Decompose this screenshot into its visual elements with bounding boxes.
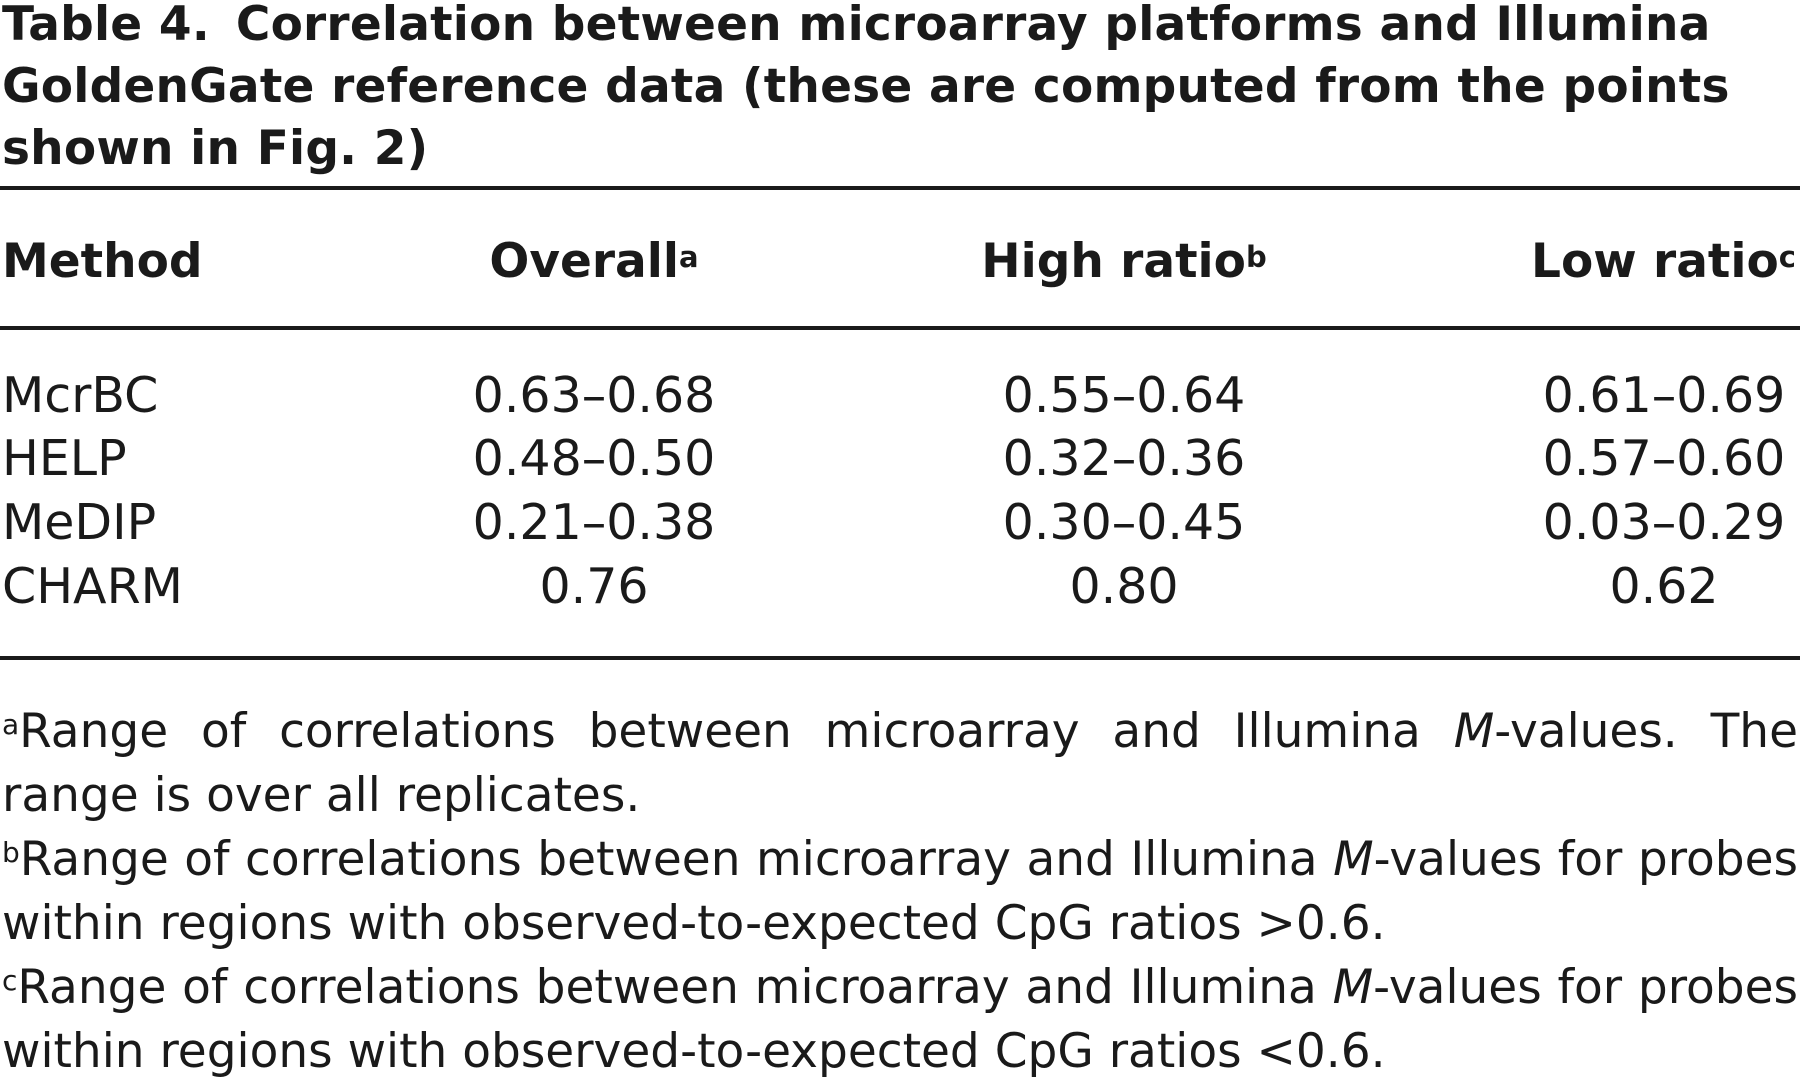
- row-2-overall: 0.21–0.38: [472, 494, 716, 551]
- table-title: Correlation between microarray platforms…: [2, 0, 1730, 176]
- footnote-c: cRange of correlations between microarra…: [2, 956, 1798, 1084]
- row-2-method: MeDIP: [2, 494, 157, 551]
- footnote-b-text-end: -values for probes within regions with o…: [2, 832, 1798, 951]
- row-2-high-ratio: 0.30–0.45: [1002, 494, 1246, 551]
- footnote-a: aRange of correlations between microarra…: [2, 700, 1798, 828]
- row-1-overall: 0.48–0.50: [472, 430, 716, 487]
- row-0-high-ratio: 0.55–0.64: [1002, 367, 1246, 424]
- table-footnotes: aRange of correlations between microarra…: [2, 700, 1798, 1084]
- row-1-low-ratio: 0.57–0.60: [1542, 430, 1786, 487]
- footnote-c-text-start: Range of correlations between microarray…: [17, 960, 1333, 1015]
- footnote-a-italic: M: [1453, 704, 1495, 759]
- footnote-a-mark: a: [2, 708, 20, 742]
- header-low-ratio-label: Low ratio: [1531, 234, 1779, 289]
- row-1-method: HELP: [2, 430, 127, 487]
- header-high-ratio: High ratiob: [924, 230, 1324, 294]
- row-0-method: McrBC: [2, 367, 159, 424]
- row-1-high-ratio: 0.32–0.36: [1002, 430, 1246, 487]
- header-overall-label: Overall: [489, 234, 679, 289]
- row-0-low-ratio: 0.61–0.69: [1542, 367, 1786, 424]
- footnote-a-text-start: Range of correlations between microarray…: [19, 704, 1454, 759]
- row-0-overall: 0.63–0.68: [472, 367, 716, 424]
- header-low-ratio-footnote-mark: c: [1778, 239, 1796, 274]
- footnote-b-mark: b: [2, 836, 20, 870]
- footnote-c-mark: c: [2, 964, 18, 998]
- footnote-c-text-end: -values for probes within regions with o…: [2, 960, 1798, 1079]
- top-rule: [0, 186, 1800, 190]
- footnote-a-text-end: -values. The range is over all replicate…: [2, 704, 1798, 823]
- header-method-label: Method: [2, 234, 203, 289]
- row-3-method: CHARM: [2, 558, 183, 615]
- footnote-b-text-start: Range of correlations between microarray…: [19, 832, 1334, 887]
- header-high-ratio-label: High ratio: [981, 234, 1246, 289]
- header-overall: Overalla: [394, 230, 794, 294]
- footnote-b-italic: M: [1333, 832, 1374, 887]
- table-caption: Table 4. Correlation between microarray p…: [2, 0, 1792, 180]
- table-label: Table 4.: [2, 0, 210, 52]
- footnote-c-italic: M: [1332, 960, 1374, 1015]
- header-rule: [0, 326, 1800, 330]
- row-3-low-ratio: 0.62: [1609, 558, 1719, 615]
- header-overall-footnote-mark: a: [679, 239, 699, 274]
- row-2-low-ratio: 0.03–0.29: [1542, 494, 1786, 551]
- header-low-ratio: Low ratioc: [1531, 230, 1796, 294]
- row-3-high-ratio: 0.80: [1069, 558, 1179, 615]
- header-high-ratio-footnote-mark: b: [1245, 239, 1267, 274]
- footnote-b: bRange of correlations between microarra…: [2, 828, 1798, 956]
- bottom-rule: [0, 656, 1800, 660]
- header-method: Method: [2, 230, 203, 294]
- row-3-overall: 0.76: [539, 558, 649, 615]
